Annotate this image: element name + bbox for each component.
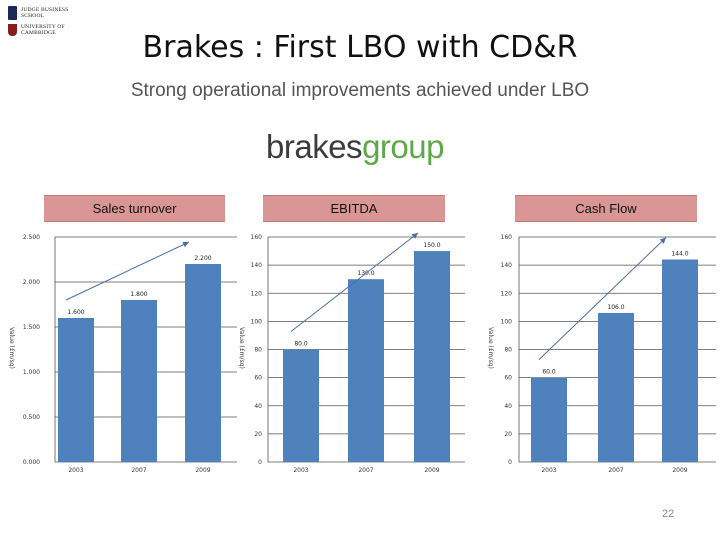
trend-arrow bbox=[65, 241, 190, 301]
brakesgroup-logo: brakesgroup bbox=[266, 128, 444, 166]
y-tick-label: 100 bbox=[251, 318, 263, 325]
y-tick-label: 40 bbox=[504, 403, 512, 410]
y-tick-label: 80 bbox=[504, 347, 512, 354]
chart-header-cashflow: Cash Flow bbox=[515, 195, 697, 222]
data-label: 80.0 bbox=[294, 341, 308, 348]
y-tick-label: 0 bbox=[508, 459, 512, 466]
data-label: 144.0 bbox=[671, 251, 688, 258]
data-label: 106.0 bbox=[607, 304, 624, 311]
jbs-logo-text: JUDGE BUSINESS SCHOOL bbox=[21, 7, 69, 19]
y-tick-label: 100 bbox=[501, 318, 513, 325]
x-tick-label: 2007 bbox=[608, 467, 623, 474]
y-axis-label: Value (£m/sq) bbox=[8, 327, 15, 369]
data-label: 60.0 bbox=[542, 369, 556, 376]
slide-subtitle: Strong operational improvements achieved… bbox=[130, 80, 590, 101]
y-tick-label: 1.000 bbox=[23, 369, 40, 376]
trend-arrow bbox=[290, 232, 419, 332]
y-tick-label: 60 bbox=[504, 375, 512, 382]
data-label: 150.0 bbox=[423, 242, 440, 249]
y-tick-label: 80 bbox=[254, 347, 262, 354]
bar bbox=[121, 300, 157, 462]
x-tick-label: 2007 bbox=[131, 467, 146, 474]
brand-part-brakes: brakes bbox=[266, 128, 363, 165]
x-tick-label: 2007 bbox=[358, 467, 373, 474]
y-tick-label: 40 bbox=[254, 403, 262, 410]
x-tick-label: 2009 bbox=[672, 467, 687, 474]
cambridge-logo: UNIVERSITY OF CAMBRIDGE bbox=[8, 24, 78, 36]
cambridge-crest-icon bbox=[8, 24, 17, 36]
bar bbox=[348, 279, 384, 462]
data-label: 1.600 bbox=[67, 309, 84, 316]
chart-header-ebitda: EBITDA bbox=[263, 195, 445, 222]
data-label: 2.200 bbox=[194, 255, 211, 262]
trend-arrow bbox=[538, 237, 667, 360]
y-axis-label: Value (£m/sq) bbox=[238, 327, 245, 369]
y-tick-label: 2.500 bbox=[23, 234, 40, 241]
x-tick-label: 2003 bbox=[541, 467, 556, 474]
y-tick-label: 2.000 bbox=[23, 279, 40, 286]
y-tick-label: 0.500 bbox=[23, 414, 40, 421]
cambridge-logo-text: UNIVERSITY OF CAMBRIDGE bbox=[21, 24, 65, 36]
university-logos: JUDGE BUSINESS SCHOOL UNIVERSITY OF CAMB… bbox=[8, 6, 78, 50]
y-tick-label: 160 bbox=[501, 234, 513, 241]
data-label: 1.800 bbox=[130, 291, 147, 298]
jbs-crest-icon bbox=[8, 6, 17, 20]
bar bbox=[662, 259, 698, 462]
y-tick-label: 140 bbox=[251, 262, 263, 269]
y-tick-label: 160 bbox=[251, 234, 263, 241]
jbs-logo: JUDGE BUSINESS SCHOOL bbox=[8, 6, 78, 20]
page-number: 22 bbox=[662, 508, 675, 520]
bar bbox=[185, 264, 221, 462]
y-tick-label: 120 bbox=[251, 290, 263, 297]
bar bbox=[531, 377, 567, 462]
brand-part-group: group bbox=[362, 128, 444, 165]
x-tick-label: 2009 bbox=[424, 467, 439, 474]
y-tick-label: 60 bbox=[254, 375, 262, 382]
y-tick-label: 20 bbox=[254, 431, 262, 438]
y-tick-label: 0.000 bbox=[23, 459, 40, 466]
bar bbox=[598, 312, 634, 462]
y-tick-label: 1.500 bbox=[23, 324, 40, 331]
y-tick-label: 20 bbox=[504, 431, 512, 438]
x-tick-label: 2003 bbox=[68, 467, 83, 474]
x-tick-label: 2003 bbox=[293, 467, 308, 474]
y-tick-label: 120 bbox=[501, 290, 513, 297]
y-tick-label: 140 bbox=[501, 262, 513, 269]
x-tick-label: 2009 bbox=[195, 467, 210, 474]
slide-title: Brakes : First LBO with CD&R bbox=[142, 30, 578, 65]
y-tick-label: 0 bbox=[258, 459, 262, 466]
chart-header-sales: Sales turnover bbox=[44, 195, 225, 222]
bar bbox=[283, 349, 319, 462]
bar bbox=[414, 251, 450, 462]
y-axis-label: Value (£m/sq) bbox=[487, 327, 494, 369]
bar bbox=[58, 318, 94, 462]
